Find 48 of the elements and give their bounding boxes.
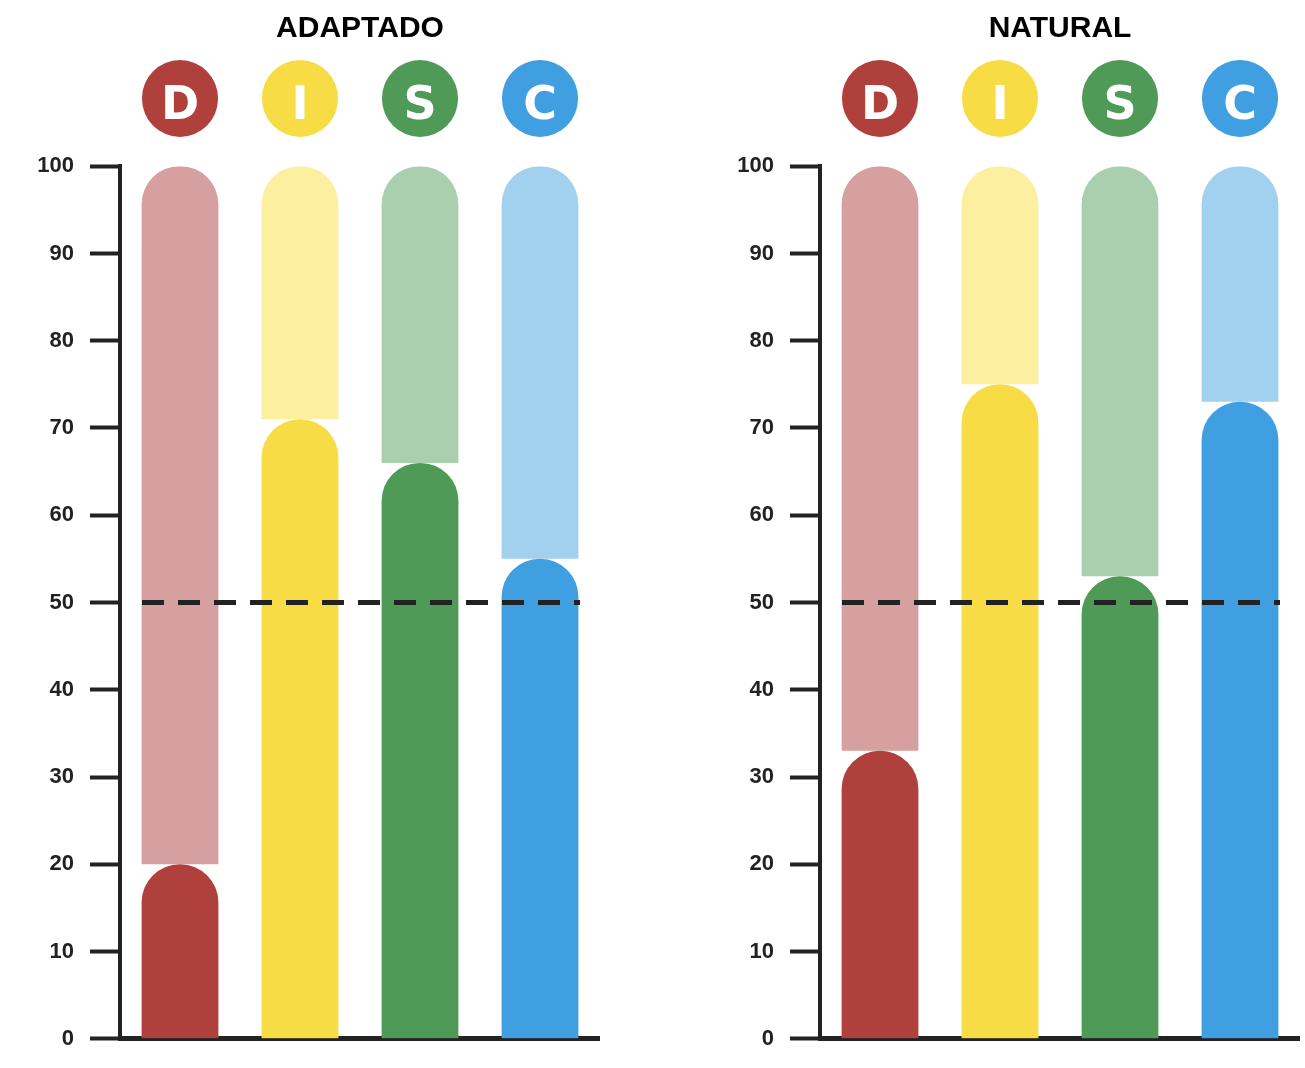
bar [381, 462, 459, 1039]
x-tick-label: D [160, 75, 200, 130]
y-tick-label: 90 [49, 239, 74, 265]
bar [501, 558, 579, 1039]
y-tick-label: 10 [749, 937, 774, 963]
x-tick-label: I [991, 75, 1009, 130]
y-tick-label: 30 [749, 763, 774, 789]
bar [841, 166, 919, 751]
bar [961, 166, 1039, 385]
chart-title: NATURAL [987, 10, 1133, 44]
bar [141, 166, 219, 865]
y-tick-label: 40 [749, 675, 774, 701]
x-tick-label: D [860, 75, 900, 130]
bar [261, 166, 339, 420]
y-tick-label: 60 [49, 501, 74, 527]
bar [381, 166, 459, 463]
bar [501, 166, 579, 559]
chart-title: ADAPTADO [275, 10, 445, 44]
y-tick-label: 50 [49, 588, 74, 614]
y-tick-label: 100 [37, 152, 74, 178]
y-tick-label: 40 [49, 675, 74, 701]
y-tick-label: 50 [749, 588, 774, 614]
y-tick-label: 0 [761, 1024, 774, 1050]
y-tick-label: 80 [749, 326, 774, 352]
x-tick-label: S [403, 75, 437, 130]
bar [1201, 401, 1279, 1039]
bar [1201, 166, 1279, 402]
y-tick-label: 70 [749, 414, 774, 440]
x-tick-label: S [1103, 75, 1137, 130]
y-tick-label: 10 [49, 937, 74, 963]
y-tick-label: 70 [49, 414, 74, 440]
bar [261, 419, 339, 1039]
bar [841, 750, 919, 1039]
x-tick-label: C [523, 75, 557, 130]
x-tick-label: C [1223, 75, 1257, 130]
y-tick-label: 0 [61, 1024, 74, 1050]
bar [141, 864, 219, 1039]
bar [1081, 166, 1159, 577]
y-tick-label: 90 [749, 239, 774, 265]
y-tick-label: 80 [49, 326, 74, 352]
x-tick-label: I [291, 75, 309, 130]
y-tick-label: 60 [749, 501, 774, 527]
bar [1081, 576, 1159, 1039]
y-tick-label: 100 [737, 152, 774, 178]
bar [961, 384, 1039, 1039]
y-tick-label: 20 [749, 850, 774, 876]
y-tick-label: 30 [49, 763, 74, 789]
y-tick-label: 20 [49, 850, 74, 876]
